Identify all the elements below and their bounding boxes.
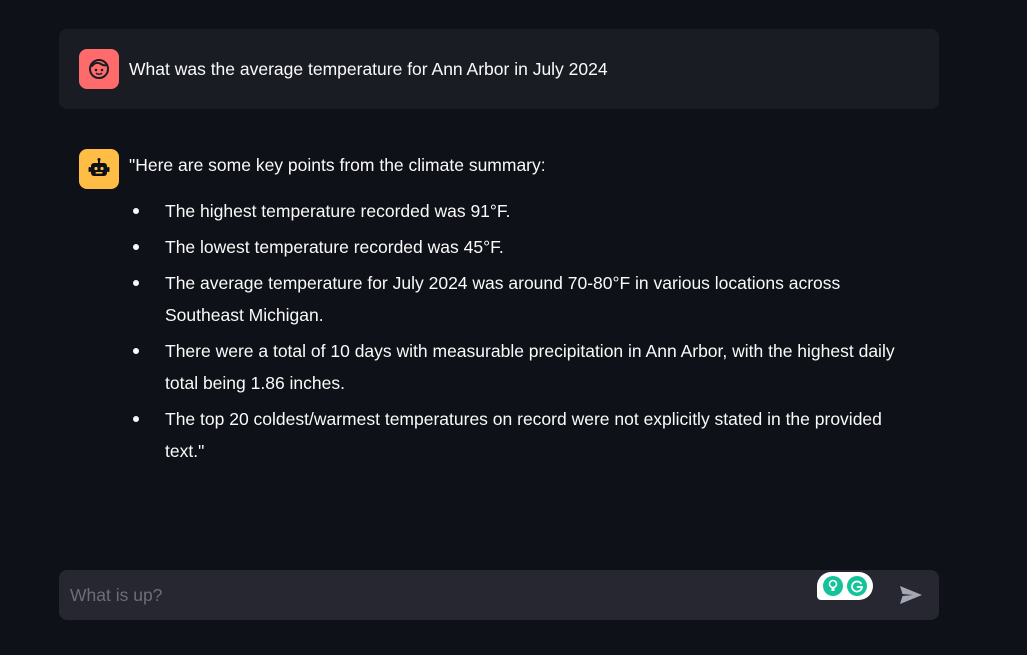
- list-item: The top 20 coldest/warmest temperatures …: [133, 403, 919, 467]
- user-message-text: What was the average temperature for Ann…: [129, 59, 608, 79]
- assistant-message: "Here are some key points from the clima…: [129, 153, 919, 471]
- assistant-points-list: The highest temperature recorded was 91°…: [129, 195, 919, 467]
- assistant-avatar: [79, 149, 119, 189]
- list-item: The highest temperature recorded was 91°…: [133, 195, 919, 227]
- grammarly-extension-badge[interactable]: [817, 572, 873, 600]
- chat-input-bar: [59, 570, 939, 620]
- assistant-intro-text: "Here are some key points from the clima…: [129, 155, 546, 175]
- send-button[interactable]: [897, 583, 925, 607]
- send-arrow-icon: [900, 586, 922, 604]
- user-message: What was the average temperature for Ann…: [59, 29, 939, 109]
- list-item: The average temperature for July 2024 wa…: [133, 267, 919, 331]
- grammarly-icon[interactable]: [847, 576, 867, 596]
- chat-input[interactable]: [59, 570, 799, 620]
- face-icon: [89, 59, 109, 79]
- list-item: The lowest temperature recorded was 45°F…: [133, 231, 919, 263]
- robot-icon: [88, 158, 110, 176]
- user-avatar: [79, 49, 119, 89]
- lightbulb-icon[interactable]: [823, 576, 843, 596]
- list-item: There were a total of 10 days with measu…: [133, 335, 919, 399]
